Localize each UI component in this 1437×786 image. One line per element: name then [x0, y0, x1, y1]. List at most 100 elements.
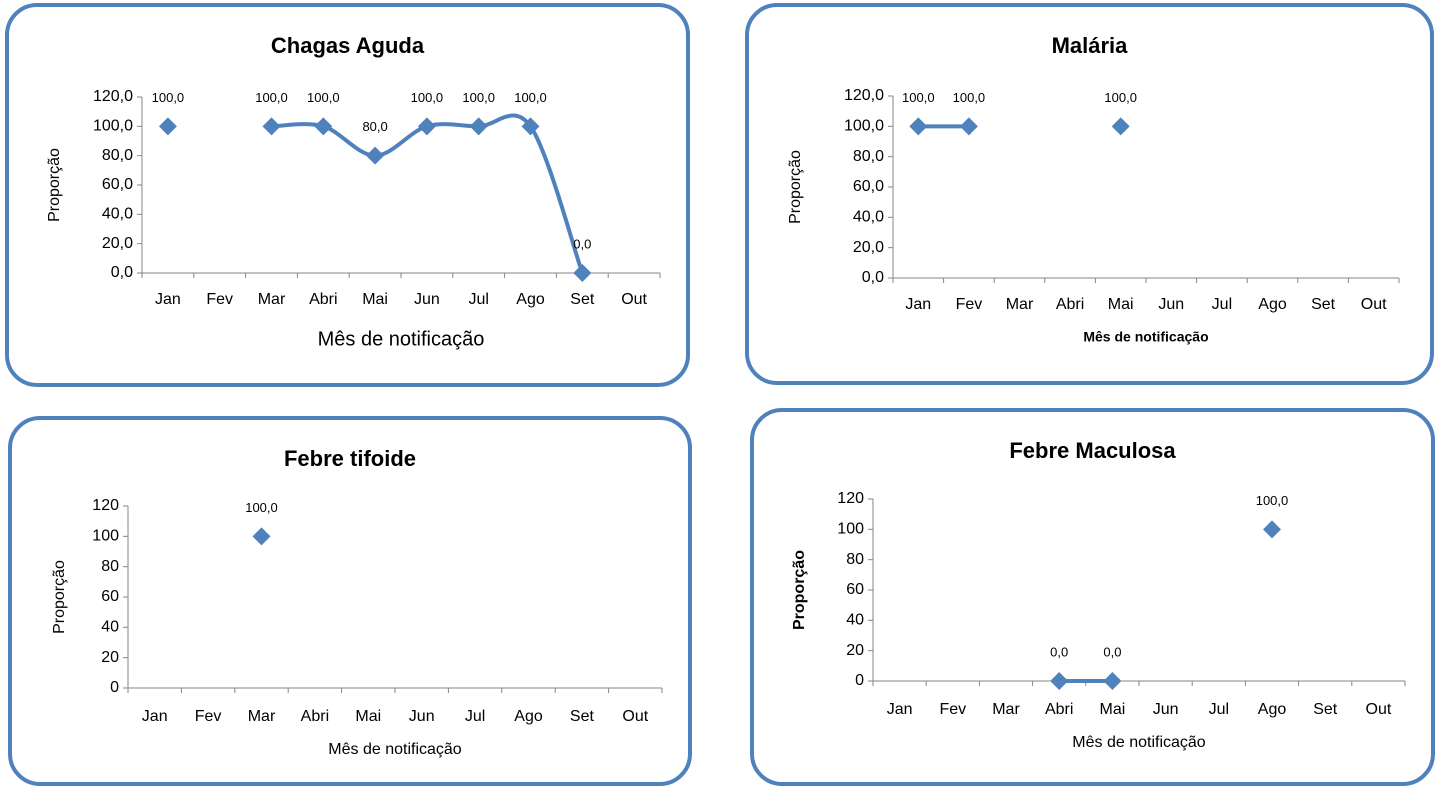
y-tick-label: 0,0	[862, 269, 884, 286]
y-axis-label: Proporção	[791, 550, 808, 630]
chart-title: Febre tifoide	[284, 446, 416, 471]
data-marker	[521, 117, 540, 136]
x-tick-label: Abri	[1056, 296, 1084, 313]
x-tick-label: Jun	[409, 708, 435, 725]
x-tick-label: Abri	[309, 291, 337, 308]
x-tick-label: Jun	[1153, 701, 1179, 718]
y-tick-label: 100	[92, 528, 119, 545]
x-tick-label: Mar	[248, 708, 276, 725]
x-tick-label: Abri	[301, 708, 329, 725]
data-marker	[1103, 672, 1122, 690]
data-label: 100,0	[255, 90, 288, 105]
x-tick-label: Out	[1361, 296, 1387, 313]
data-marker	[573, 264, 592, 282]
x-tick-label: Out	[622, 708, 648, 725]
x-tick-label: Jan	[905, 296, 931, 313]
y-tick-label: 20,0	[102, 235, 133, 252]
y-tick-label: 0	[110, 679, 119, 696]
x-tick-label: Jul	[465, 708, 485, 725]
y-tick-label: 60	[101, 588, 119, 605]
y-tick-label: 60,0	[853, 178, 884, 195]
x-axis-label: Mês de notificação	[318, 328, 485, 350]
x-tick-label: Jan	[142, 708, 168, 725]
y-tick-label: 40	[846, 612, 864, 629]
y-tick-label: 100	[837, 521, 864, 538]
x-tick-label: Ago	[1258, 296, 1287, 313]
y-tick-label: 80,0	[853, 148, 884, 165]
chart-panel: Malária 0,0 20,0 40,0 60,0 80,0 100,0 120,0 Jan F…	[745, 3, 1434, 385]
chart-title: Chagas Aguda	[271, 33, 425, 58]
x-tick-label: Fev	[206, 291, 233, 308]
y-tick-label: 20,0	[853, 239, 884, 256]
panel-border	[745, 3, 1434, 385]
y-tick-label: 40	[101, 619, 119, 636]
data-label: 100,0	[953, 90, 986, 105]
x-tick-label: Jun	[414, 291, 440, 308]
x-tick-label: Jun	[1158, 296, 1184, 313]
chart-title: Febre Maculosa	[1009, 438, 1176, 463]
y-tick-label: 40,0	[853, 209, 884, 226]
data-label: 100,0	[411, 90, 444, 105]
data-marker	[314, 117, 333, 136]
x-tick-label: Jul	[468, 291, 488, 308]
x-tick-label: Mar	[258, 291, 286, 308]
x-tick-label: Abri	[1045, 701, 1073, 718]
data-marker	[909, 117, 928, 136]
data-label: 100,0	[462, 90, 495, 105]
data-label: 0,0	[1103, 644, 1121, 659]
y-tick-label: 20	[101, 649, 119, 666]
x-tick-label: Ago	[1258, 701, 1287, 718]
y-tick-label: 120,0	[93, 88, 133, 105]
data-marker	[1050, 672, 1069, 690]
y-tick-label: 120	[92, 497, 119, 514]
y-tick-label: 60,0	[102, 176, 133, 193]
x-tick-label: Mai	[1100, 701, 1126, 718]
x-tick-label: Jan	[887, 701, 913, 718]
y-axis-label: Proporção	[46, 148, 63, 222]
data-label: 100,0	[307, 90, 340, 105]
x-axis-label: Mês de notificação	[1083, 329, 1208, 345]
x-tick-label: Set	[570, 708, 595, 725]
data-label: 100,0	[245, 500, 278, 515]
chart-panel: Chagas Aguda 0,0 20,0 40,0 60,0 80,0 100,0 120,…	[5, 3, 690, 387]
x-tick-label: Jan	[155, 291, 181, 308]
x-axis-label: Mês de notificação	[1072, 734, 1206, 751]
x-tick-label: Fev	[195, 708, 222, 725]
y-tick-label: 60	[846, 581, 864, 598]
panel-border	[8, 416, 692, 786]
x-tick-label: Mar	[1006, 296, 1034, 313]
y-tick-label: 80	[101, 558, 119, 575]
y-tick-label: 100,0	[93, 118, 133, 135]
x-tick-label: Mar	[992, 701, 1020, 718]
x-tick-label: Set	[570, 291, 595, 308]
chart-panel: Febre Maculosa 0 20 40 60 80 100 120 Jan Fev Mar Ab…	[750, 408, 1435, 786]
x-tick-label: Fev	[939, 701, 966, 718]
x-tick-label: Mai	[362, 291, 388, 308]
chart-panel: Febre tifoide 0 20 40 60 80 100 120 Jan Fev Mar Abr…	[8, 416, 692, 786]
x-tick-label: Set	[1313, 701, 1338, 718]
y-tick-label: 0	[855, 672, 864, 689]
x-tick-label: Fev	[956, 296, 983, 313]
y-axis-label: Proporção	[51, 560, 68, 634]
x-tick-label: Jul	[1209, 701, 1229, 718]
x-tick-label: Ago	[516, 291, 545, 308]
x-tick-label: Mai	[355, 708, 381, 725]
chart-title: Malária	[1052, 33, 1129, 58]
x-tick-label: Out	[1366, 701, 1392, 718]
data-label: 80,0	[362, 119, 387, 134]
data-marker	[252, 527, 271, 546]
data-marker	[366, 146, 385, 165]
data-label: 100,0	[152, 90, 185, 105]
x-tick-label: Ago	[514, 708, 543, 725]
data-label: 0,0	[1050, 644, 1068, 659]
y-tick-label: 0,0	[111, 264, 133, 281]
data-label: 0,0	[573, 236, 591, 251]
x-tick-label: Jul	[1212, 296, 1232, 313]
data-label: 100,0	[1104, 90, 1137, 105]
panel-border	[5, 3, 690, 387]
data-marker	[1263, 520, 1281, 539]
x-tick-label: Out	[621, 291, 647, 308]
data-label: 100,0	[514, 90, 547, 105]
